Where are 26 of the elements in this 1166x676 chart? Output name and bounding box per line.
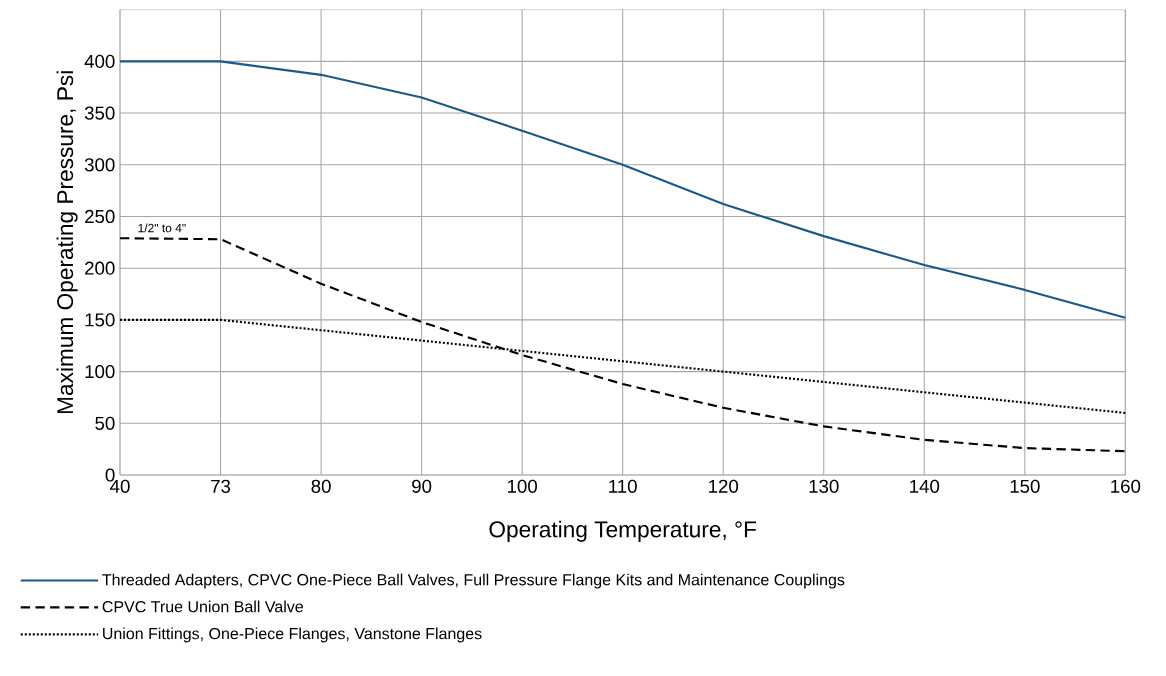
- x-tick-label: 80: [311, 479, 331, 493]
- annotation: 1/2" to 4": [138, 223, 186, 233]
- x-axis-title: Operating Temperature, °F: [489, 520, 757, 542]
- x-tick-label: 150: [1010, 479, 1040, 493]
- x-tick-label: 110: [609, 479, 637, 493]
- legend-label: CPVC True Union Ball Valve: [102, 600, 303, 613]
- y-tick-label: 400: [84, 54, 115, 68]
- line-series: [118, 237, 1127, 453]
- y-tick-label: 300: [84, 158, 115, 172]
- y-tick-label: 350: [84, 106, 115, 120]
- legend-label: Union Fittings, One-Piece Flanges, Vanstone Flanges: [103, 627, 482, 643]
- x-tick-label: 160: [1111, 479, 1141, 493]
- y-tick-label: 100: [85, 364, 115, 379]
- x-tick-label: 100: [507, 479, 537, 493]
- y-tick-label: 200: [85, 261, 115, 275]
- y-axis-title: Maximum Operating Pressure, Psi: [56, 71, 78, 414]
- y-tick-label: 250: [85, 209, 115, 224]
- y-tick-label: 150: [85, 313, 115, 327]
- x-tick-label: 73: [211, 479, 231, 493]
- line-series: [118, 60, 1127, 319]
- x-tick-label: 120: [709, 479, 739, 493]
- x-tick-label: 130: [809, 479, 839, 493]
- x-tick-label: 90: [412, 479, 432, 493]
- x-tick-label: 140: [910, 479, 940, 493]
- legend-label: Threaded Adapters, CPVC One-Piece Ball Valves, Full Pressure Flange Kits and Maintenance Couplings: [102, 573, 845, 589]
- y-tick-label: 50: [95, 416, 115, 430]
